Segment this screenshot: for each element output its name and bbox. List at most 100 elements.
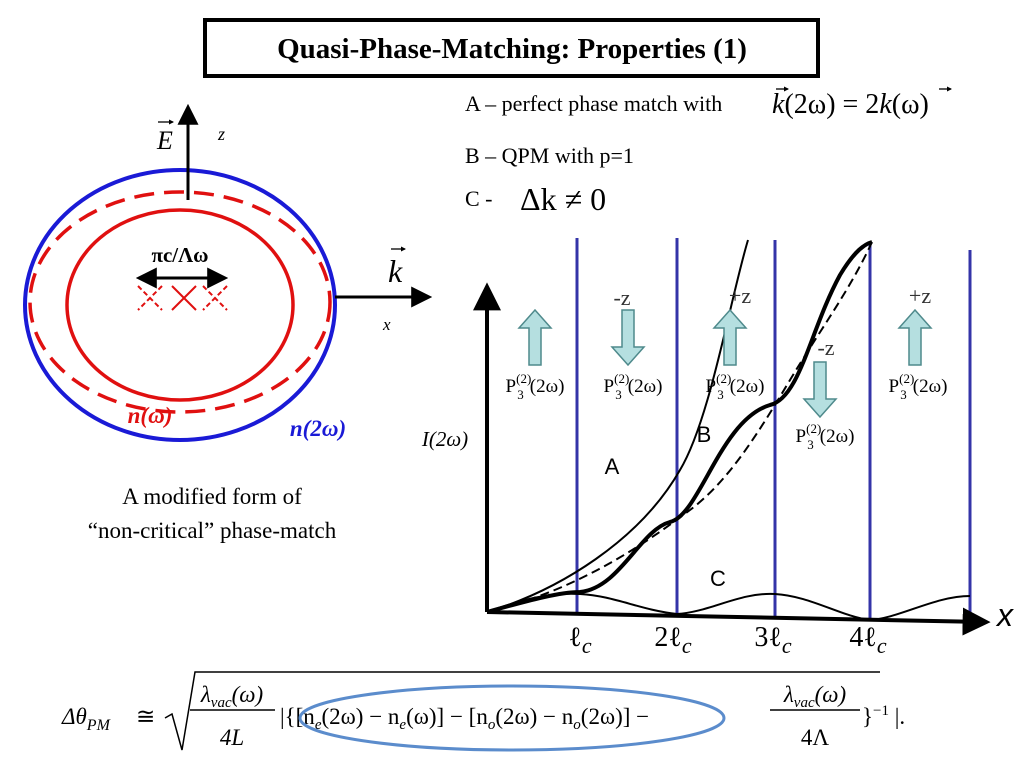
formula-middle: |{[ne(2ω) − ne(ω)] − [no(2ω) − no(2ω)] − (280, 704, 649, 733)
formula-tail: }−1 |. (862, 703, 905, 729)
crosses (137, 285, 228, 311)
frac2-den: 4Λ (801, 725, 830, 750)
brace: } (862, 704, 873, 729)
vector-k: k (879, 89, 892, 120)
title: Quasi-Phase-Matching: Properties (1) (277, 33, 747, 65)
spacing-label: πc/Λω (151, 243, 208, 267)
p-base: P (889, 376, 900, 397)
curve-c (486, 592, 971, 622)
vector-k: k (772, 89, 785, 120)
formula-part: (2ω)] − (581, 704, 649, 729)
lhs-sub: PM (86, 717, 112, 734)
p-sub: 3 (615, 387, 622, 402)
frac1-num: λvac(ω) (200, 682, 263, 711)
formula-part: (ω) (892, 89, 929, 120)
polarization-label: P(2) 3 (2ω) (889, 371, 948, 402)
formula-lhs: ΔθPM (61, 704, 112, 734)
arg: (ω) (815, 682, 847, 707)
index-ellipse-2w (23, 168, 337, 442)
tick-sub: c (682, 633, 692, 658)
polarization-arrow (897, 308, 933, 366)
p-sup: (2) (716, 371, 731, 386)
sub: vac (211, 695, 232, 711)
p-sub: 3 (717, 387, 724, 402)
legend-a-formula: k(2ω) = 2k(ω) (772, 89, 929, 120)
p-sup: (2) (899, 371, 914, 386)
center-cross (171, 285, 197, 311)
p-sup: (2) (806, 421, 821, 436)
p-base: P (796, 426, 807, 447)
legend-c: C - (465, 186, 493, 211)
sub: vac (794, 695, 815, 711)
curve-b (486, 240, 873, 614)
k-label: k (388, 253, 403, 289)
sqrt-sign (164, 671, 880, 751)
index-ellipse-w (65, 208, 295, 402)
formula-part: (2ω) = 2 (784, 89, 879, 120)
e-label: E (156, 126, 173, 155)
p-sub: 3 (517, 387, 524, 402)
p-base: P (506, 376, 517, 397)
polarization-arrow (517, 308, 553, 366)
formula-part: (2ω) − n (495, 704, 573, 729)
p-sup: (2) (614, 371, 629, 386)
formula-part: (2ω) − n (321, 704, 399, 729)
polarization-label: P(2) 3 (2ω) (506, 371, 565, 402)
p-arg: (2ω) (628, 376, 663, 397)
n-omega-label: n(ω) (128, 403, 173, 428)
p-arg: (2ω) (530, 376, 565, 397)
highlight-ellipse (298, 684, 726, 752)
title-box (203, 18, 820, 78)
frac1-den: 4L (220, 725, 244, 750)
p-sub: 3 (900, 387, 907, 402)
curve-label: A (605, 454, 620, 479)
tick-sub: c (877, 633, 887, 658)
legend-a: A – perfect phase match with (465, 91, 722, 116)
p-arg: (2ω) (820, 426, 855, 447)
subscript: o (488, 717, 496, 733)
polarization-label: P(2) 3 (2ω) (706, 371, 765, 402)
subscript: e (315, 717, 322, 733)
direction-label: +z (729, 283, 751, 308)
x-tick-label: 2ℓc (654, 622, 691, 658)
p-sub: 3 (807, 437, 814, 452)
formula: ΔθPM ≅ λvac(ω) 4L |{[ne(2ω) − ne(ω)] − [… (61, 671, 905, 752)
subscript: o (573, 717, 581, 733)
lambda: λ (200, 682, 211, 707)
x-axis (486, 607, 991, 636)
p-arg: (2ω) (730, 376, 765, 397)
sup: −1 (873, 703, 889, 719)
frac2-num: λvac(ω) (783, 682, 846, 711)
ellipse-diagram: E z k x πc/Λω n(ω) n(2ω) (23, 103, 433, 442)
z-label: z (217, 124, 225, 144)
tick-prefix: 4ℓ (849, 622, 876, 653)
curve-label: C (710, 566, 726, 591)
polarization-arrow (712, 308, 748, 366)
caption-line: A modified form of (122, 484, 302, 509)
direction-label: +z (909, 283, 931, 308)
tick-prefix: 3ℓ (754, 622, 781, 653)
x-tick-label: 4ℓc (849, 622, 886, 658)
tick-sub: c (582, 633, 592, 658)
p-sup: (2) (516, 371, 531, 386)
subscript: e (399, 717, 406, 733)
arg: (ω) (232, 682, 264, 707)
y-axis-label: I(2ω) (421, 427, 468, 451)
curve-b-average (486, 241, 873, 613)
p-arg: (2ω) (913, 376, 948, 397)
legend-b: B – QPM with p=1 (465, 143, 634, 168)
p-base: P (706, 376, 717, 397)
x-axis-label: x (995, 597, 1014, 633)
tick-sub: c (782, 633, 792, 658)
x-tick-label: 3ℓc (754, 622, 791, 658)
curve-label: B (697, 422, 712, 447)
x-label: x (382, 315, 391, 334)
domain-walls (575, 238, 972, 623)
index-ellipse-dashed (28, 190, 332, 414)
polarization-label: P(2) 3 (2ω) (604, 371, 663, 402)
direction-label: -z (817, 335, 834, 360)
lambda: λ (783, 682, 794, 707)
x-tick-label: ℓc (568, 622, 591, 658)
